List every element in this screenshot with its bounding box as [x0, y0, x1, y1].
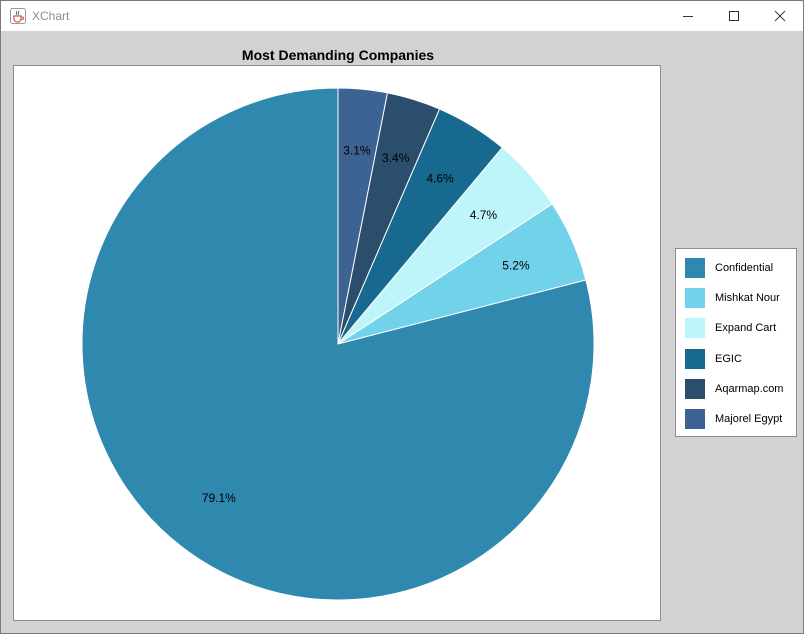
minimize-button[interactable] [665, 1, 711, 31]
close-icon [774, 10, 786, 22]
pie-slice-confidential [81, 87, 595, 601]
close-button[interactable] [757, 1, 803, 31]
window-title: XChart [32, 9, 70, 23]
legend-item: Expand Cart [685, 318, 777, 339]
legend: Confidential Mishkat Nour Expand Cart EGIC A… [675, 248, 797, 437]
slice-label: 79.1% [202, 491, 236, 505]
legend-label: Expand Cart [715, 322, 777, 335]
slice-label: 4.7% [470, 208, 498, 222]
legend-swatch [685, 258, 705, 278]
legend-swatch [685, 318, 705, 339]
legend-label: Majorel Egypt [715, 413, 783, 425]
slice-label: 3.1% [343, 143, 371, 157]
title-bar[interactable]: XChart [1, 1, 803, 31]
legend-label: Confidential [715, 262, 774, 274]
maximize-icon [729, 11, 739, 21]
legend-label: Aqarmap.com [715, 382, 784, 395]
chart-title: Most Demanding Companies [241, 47, 435, 63]
minimize-icon [683, 16, 693, 17]
legend-swatch [685, 378, 705, 399]
legend-item: Aqarmap.com [685, 378, 784, 399]
legend-item: EGIC [685, 348, 742, 369]
slice-label: 3.4% [382, 151, 410, 165]
slice-label: 5.2% [502, 258, 530, 272]
java-cup-icon[interactable] [10, 8, 26, 24]
slice-label: 4.6% [426, 171, 454, 185]
legend-label: Mishkat Nour [715, 292, 780, 305]
maximize-button[interactable] [711, 1, 757, 31]
legend-swatch [685, 288, 705, 309]
plot-area: 3.1% 3.4% 4.6% 4.7% 5.2% 79.1% [13, 65, 661, 621]
legend-swatch [685, 409, 705, 429]
pie-chart: 3.1% 3.4% 4.6% 4.7% 5.2% 79.1% [81, 87, 595, 601]
legend-item: Confidential [685, 258, 773, 278]
legend-swatch [685, 348, 705, 369]
legend-item: Majorel Egypt [685, 409, 782, 429]
legend-item: Mishkat Nour [685, 288, 780, 309]
legend-label: EGIC [715, 352, 742, 365]
chart-panel: Most Demanding Companies 3.1% 3.4% 4.6% 4.7… [1, 31, 803, 633]
